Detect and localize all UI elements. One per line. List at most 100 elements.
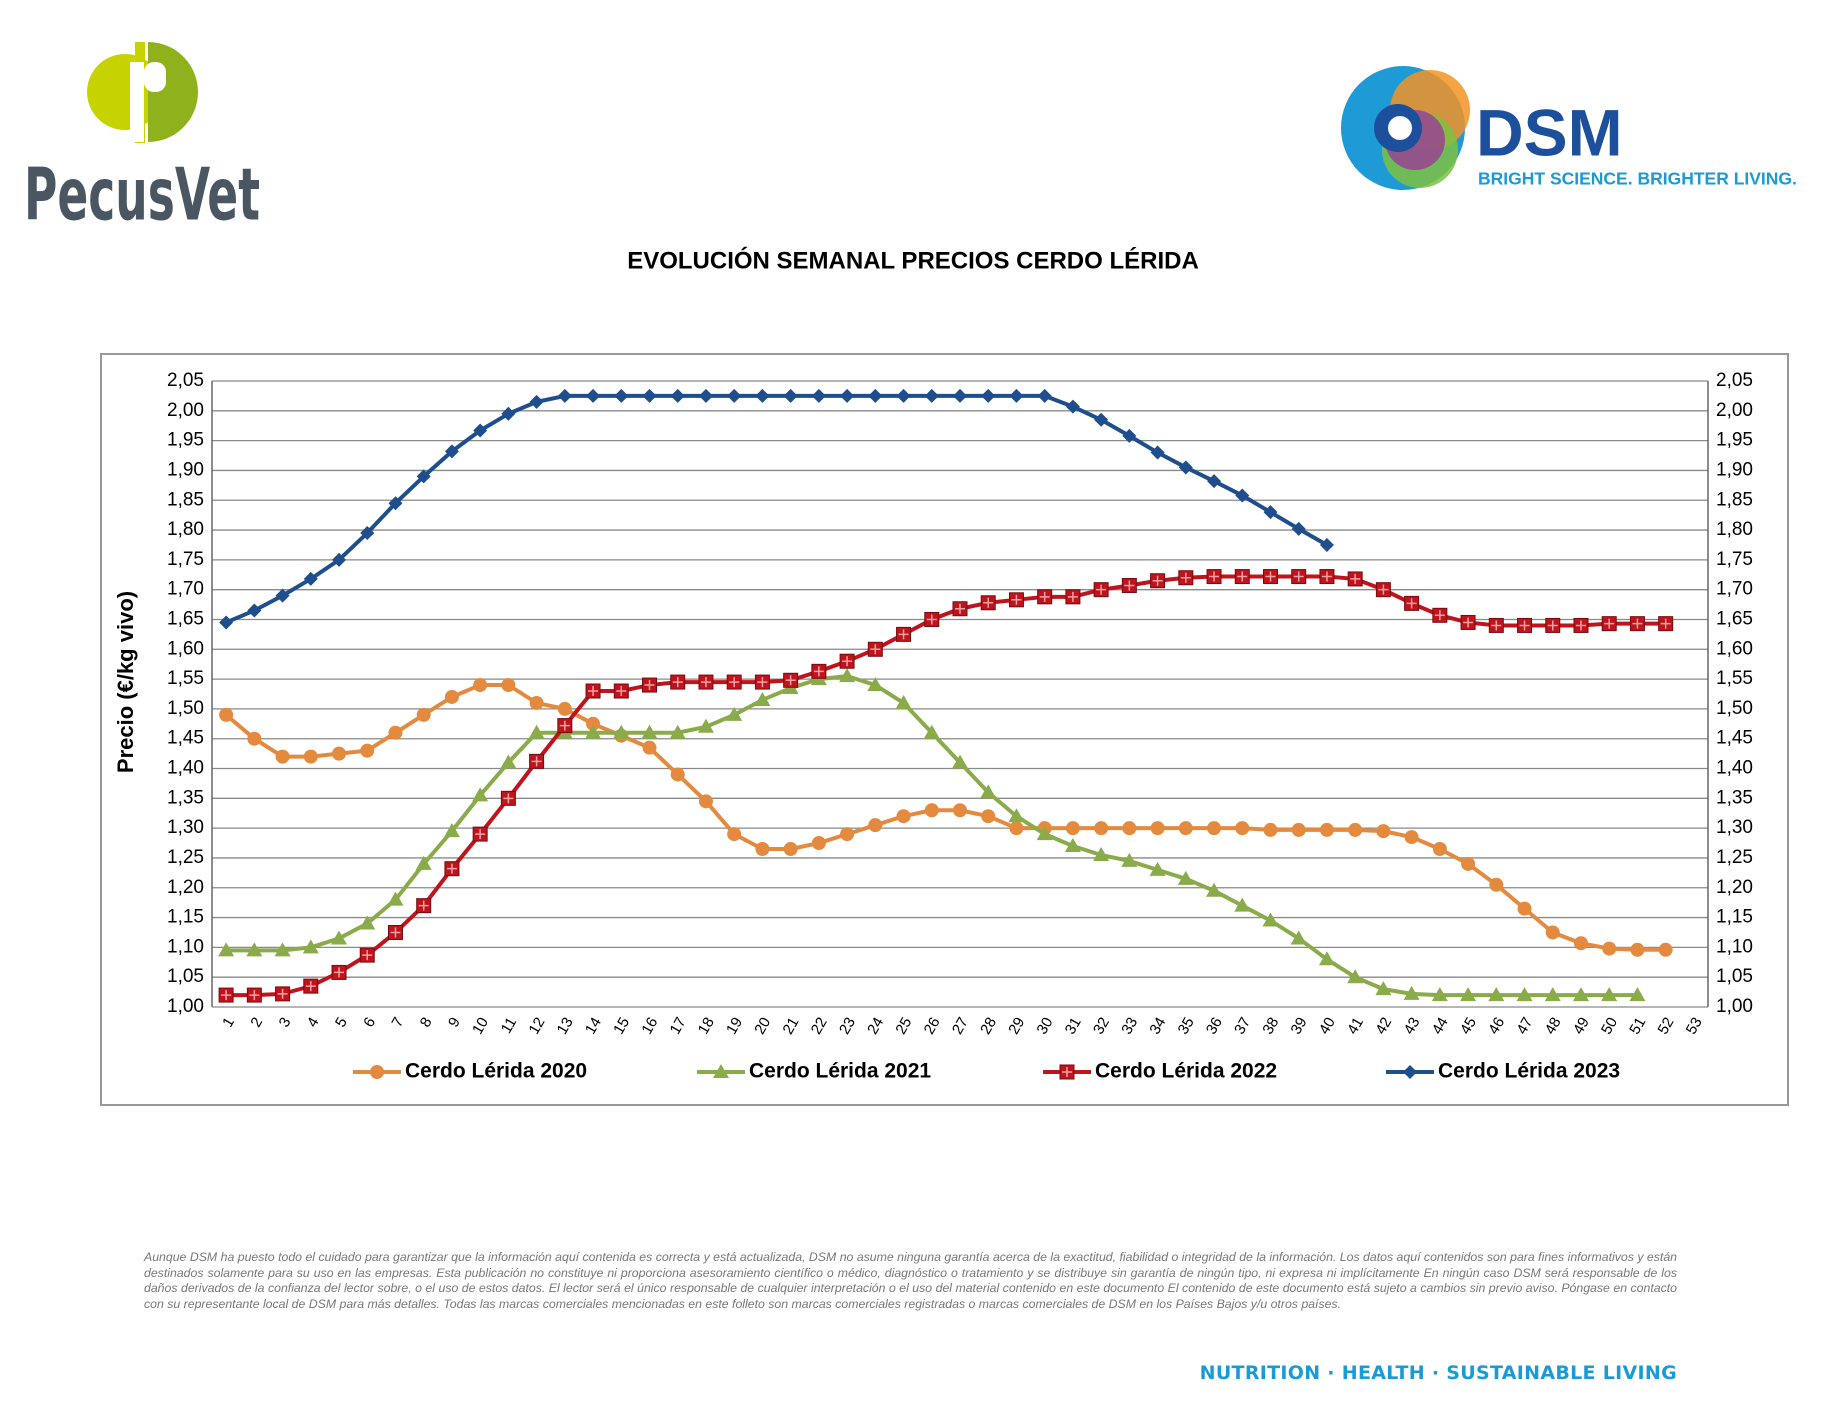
x-tick-label: 33 (1118, 1014, 1141, 1037)
marker (1376, 824, 1391, 839)
marker-cross (390, 927, 401, 938)
y2-tick-label: 1,00 (1716, 996, 1753, 1017)
marker (1545, 617, 1561, 633)
marker-cross (475, 829, 486, 840)
marker-cross (1632, 618, 1643, 629)
marker (1059, 1064, 1075, 1080)
marker (642, 740, 657, 755)
marker (952, 601, 968, 617)
x-tick-label: 37 (1231, 1014, 1254, 1037)
x-tick-label: 31 (1062, 1014, 1085, 1037)
y-tick-label: 1,00 (167, 996, 204, 1017)
x-tick-label: 11 (498, 1014, 521, 1036)
x-tick-label: 28 (977, 1014, 1000, 1037)
marker (1122, 821, 1137, 836)
y2-tick-label: 1,80 (1716, 519, 1753, 540)
marker (557, 388, 572, 403)
y-tick-label: 1,40 (167, 758, 204, 779)
marker (669, 724, 686, 739)
marker-cross (1039, 591, 1050, 602)
marker (1009, 821, 1024, 836)
y2-tick-label: 1,75 (1716, 549, 1753, 570)
marker (303, 978, 319, 994)
marker (1290, 930, 1307, 945)
marker (359, 947, 375, 963)
y2-tick-label: 1,15 (1716, 907, 1753, 928)
y-tick-label: 1,85 (167, 489, 204, 510)
marker-cross (1660, 618, 1671, 629)
marker (1403, 985, 1420, 1000)
marker (501, 406, 516, 421)
y-tick-label: 1,75 (167, 549, 204, 570)
x-tick-label: 22 (808, 1014, 831, 1037)
marker (473, 678, 488, 693)
x-tick-label: 15 (610, 1014, 633, 1037)
marker (1404, 595, 1420, 611)
marker-cross (700, 677, 711, 688)
marker-cross (1321, 571, 1332, 582)
marker-cross (503, 793, 514, 804)
marker (1234, 569, 1250, 585)
marker (1658, 942, 1673, 957)
chart-title: EVOLUCIÓN SEMANAL PRECIOS CERDO LÉRIDA (627, 246, 1199, 274)
marker-cross (588, 686, 599, 697)
marker (1009, 388, 1024, 403)
marker (218, 942, 235, 957)
legend-label: Cerdo Lérida 2022 (1095, 1060, 1277, 1083)
x-tick-label: 30 (1034, 1014, 1057, 1037)
y-tick-label: 1,15 (167, 907, 204, 928)
marker (529, 753, 545, 769)
marker (1177, 870, 1194, 885)
marker (1318, 951, 1335, 966)
marker (529, 394, 544, 409)
marker (1488, 617, 1504, 633)
y-tick-label: 1,95 (167, 430, 204, 451)
marker (867, 677, 884, 692)
x-tick-label: 19 (723, 1014, 746, 1037)
marker (557, 718, 573, 734)
marker-cross (1519, 620, 1530, 631)
marker (783, 672, 799, 688)
x-tick-label: 52 (1654, 1014, 1677, 1037)
marker (219, 615, 234, 630)
marker (275, 986, 291, 1002)
marker (1065, 589, 1081, 605)
y-tick-label: 1,80 (167, 519, 204, 540)
marker (1150, 821, 1165, 836)
marker (754, 691, 771, 706)
x-tick-label: 14 (582, 1014, 605, 1037)
marker (500, 790, 516, 806)
marker-cross (1293, 571, 1304, 582)
partner: DSM (1476, 95, 1623, 169)
x-tick-label: 39 (1288, 1014, 1311, 1037)
marker (953, 388, 967, 403)
y-tick-label: 1,35 (167, 787, 204, 808)
marker (755, 842, 770, 857)
marker (415, 855, 432, 870)
dsm-logo (1341, 66, 1470, 190)
marker (1431, 987, 1448, 1002)
marker (247, 603, 262, 618)
marker (1207, 474, 1222, 489)
marker (585, 683, 601, 699)
marker (246, 942, 263, 957)
marker (1150, 573, 1166, 589)
marker (1630, 942, 1645, 957)
marker (698, 794, 713, 809)
marker (444, 689, 459, 704)
x-tick-label: 17 (667, 1014, 690, 1037)
marker (613, 724, 630, 739)
x-tick-label: 49 (1570, 1014, 1593, 1037)
y2-tick-label: 1,25 (1716, 847, 1753, 868)
marker (1319, 569, 1335, 585)
marker (896, 626, 912, 642)
marker-cross (1096, 584, 1107, 595)
marker-cross (616, 686, 627, 697)
marker-cross (672, 677, 683, 688)
x-tick-label: 7 (388, 1014, 407, 1030)
marker (783, 842, 798, 857)
marker (1178, 460, 1193, 475)
y-axis-title: Precio (€/kg vivo) (113, 591, 138, 773)
marker-cross (1237, 571, 1248, 582)
